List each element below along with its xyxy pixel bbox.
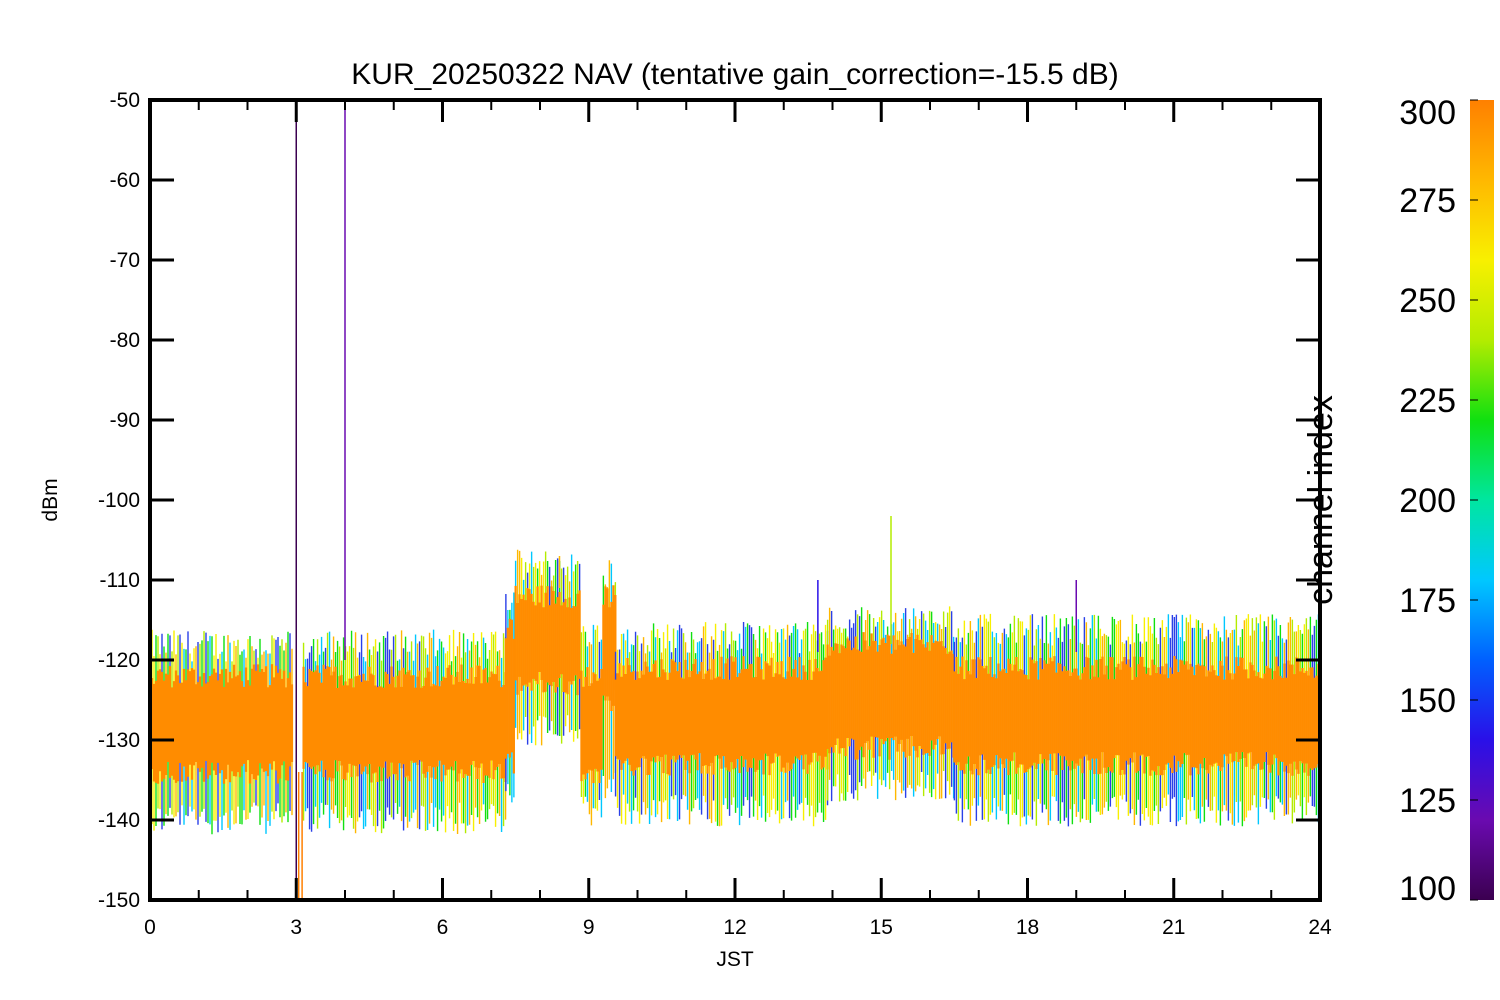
y-tick-label: -150 — [98, 889, 140, 912]
y-tick-label: -110 — [100, 569, 140, 592]
y-tick-label: -90 — [110, 409, 140, 432]
colorbar-tick-label: 200 — [1399, 482, 1456, 520]
x-tick-label: 18 — [1016, 916, 1039, 939]
y-tick-label: -100 — [98, 489, 140, 512]
band-segment-3 — [514, 549, 581, 746]
x-tick-label: 6 — [437, 916, 449, 939]
x-tick-label: 21 — [1162, 916, 1185, 939]
colorbar-tick-label: 100 — [1399, 870, 1456, 908]
colorbar-tick-label: 175 — [1399, 582, 1456, 620]
y-tick-label: -80 — [110, 329, 140, 352]
x-tick-label: 12 — [723, 916, 746, 939]
band-segment-1 — [302, 629, 507, 835]
y-tick-label: -130 — [98, 729, 140, 752]
y-tick-label: -70 — [110, 249, 140, 272]
y-tick-label: -50 — [110, 89, 140, 112]
plot-area: 0 3 6 9 12 15 18 21 24 -50 -60 -70 -80 -90 -100 -110 -1… — [98, 89, 1332, 939]
colorbar-tick-label: 125 — [1399, 782, 1456, 820]
colorbar-tick-label: 275 — [1399, 182, 1456, 220]
chart-title: KUR_20250322 NAV (tentative gain_correct… — [351, 58, 1118, 91]
colorbar-tick-label: 250 — [1399, 282, 1456, 320]
y-tick-label: -140 — [98, 809, 140, 832]
x-tick-label: 3 — [290, 916, 302, 939]
x-tick-label: 24 — [1308, 916, 1332, 939]
band-segment-6 — [614, 621, 829, 827]
y-tick-label: -120 — [98, 649, 140, 672]
band-segment-0 — [150, 629, 294, 835]
x-tick-label: 9 — [583, 916, 595, 939]
colorbar-ticks: 300 275 250 225 200 175 150 125 100 — [1399, 94, 1478, 908]
y-axis: -50 -60 -70 -80 -90 -100 -110 -120 -130 -140 -150 — [98, 89, 1320, 912]
band-segment-5 — [602, 560, 617, 799]
x-axis: 0 3 6 9 12 15 18 21 24 — [144, 100, 1332, 939]
colorbar-tick-label: 150 — [1399, 682, 1456, 720]
band-segment-8 — [953, 613, 1320, 827]
x-axis-label: JST — [716, 948, 754, 971]
colorbar-tick-label: 300 — [1399, 94, 1456, 132]
colorbar: 300 275 250 225 200 175 150 125 100 — [1399, 94, 1494, 908]
band-segment-4 — [580, 624, 603, 826]
data-layer — [150, 100, 1320, 900]
band-segment-2 — [504, 592, 515, 803]
colorbar-label: channel index — [1302, 395, 1340, 605]
x-tick-label: 15 — [870, 916, 893, 939]
y-tick-label: -60 — [110, 169, 140, 192]
y-axis-label: dBm — [39, 478, 62, 521]
x-tick-label: 0 — [144, 916, 156, 939]
band-segment-7 — [826, 606, 955, 802]
colorbar-tick-label: 225 — [1399, 382, 1456, 420]
